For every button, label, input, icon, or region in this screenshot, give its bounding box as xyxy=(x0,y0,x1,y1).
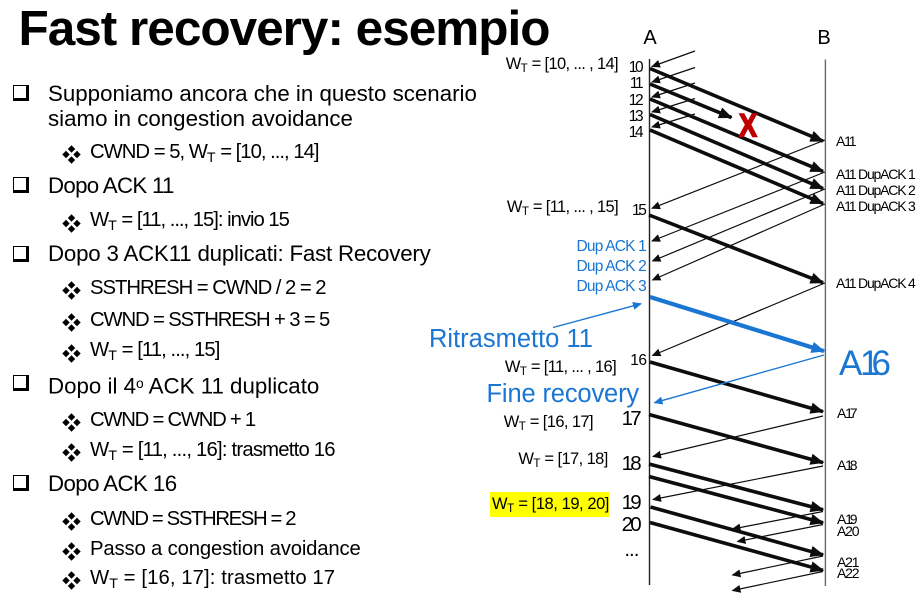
svg-text:X: X xyxy=(739,107,758,143)
